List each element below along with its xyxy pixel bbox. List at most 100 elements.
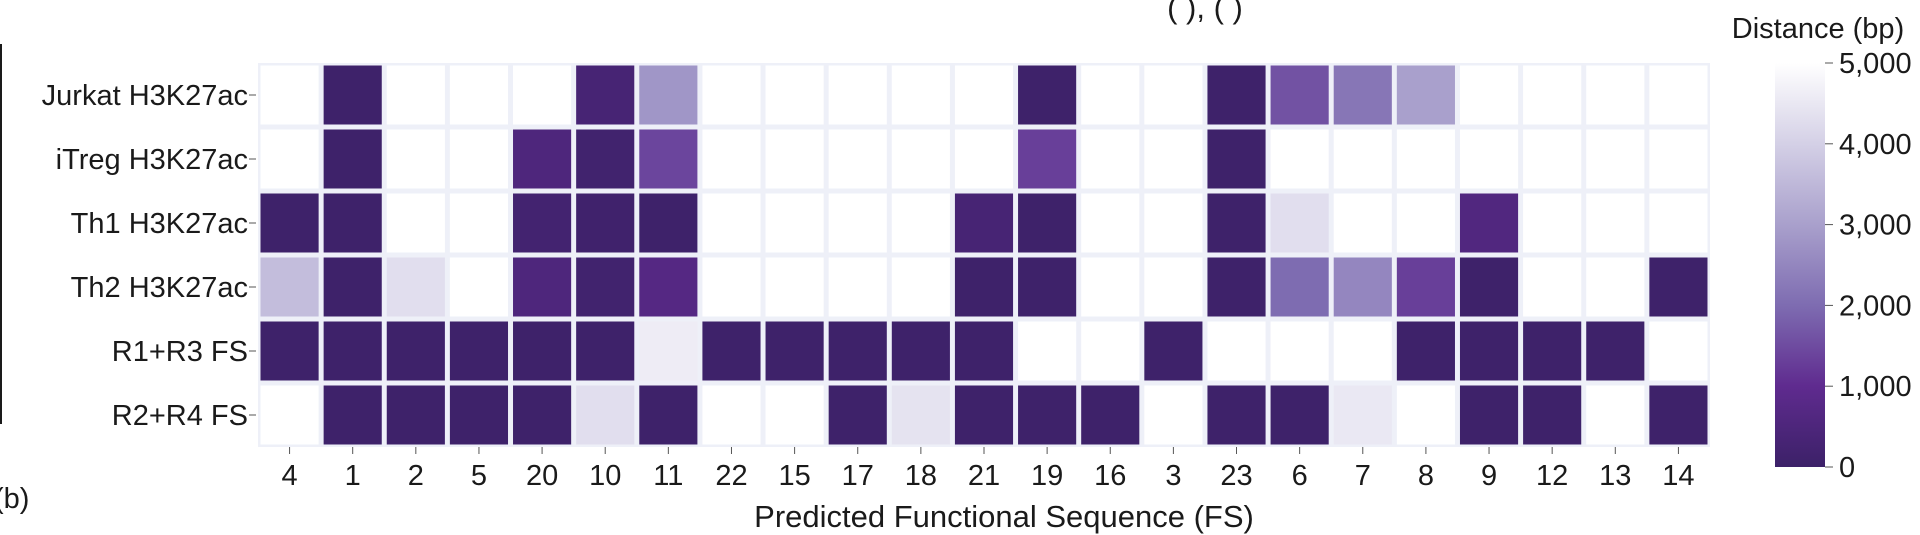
heatmap-cell bbox=[1018, 65, 1077, 125]
heatmap-cell bbox=[323, 65, 382, 125]
heatmap-cell bbox=[1459, 129, 1519, 189]
x-tick-label: 14 bbox=[1662, 460, 1694, 492]
heatmap-cell bbox=[891, 385, 950, 445]
heatmap-cell bbox=[1649, 129, 1708, 189]
x-tick-label: 13 bbox=[1599, 460, 1631, 492]
heatmap-cell bbox=[765, 65, 824, 125]
x-tick-label: 23 bbox=[1220, 460, 1252, 492]
heatmap-cell bbox=[702, 257, 761, 317]
heatmap-cell bbox=[1523, 193, 1582, 253]
heatmap-cell bbox=[1270, 193, 1329, 253]
x-tick-labels: 4 1 2 5 20 10 11 22 15 17 18 21 19 16 3 23 6 7 8 9 12 13 14 bbox=[281, 447, 1695, 492]
colorbar-tick-label: 4,000 bbox=[1839, 129, 1912, 161]
heatmap-cell bbox=[1523, 129, 1582, 189]
heatmap-cell bbox=[386, 65, 445, 125]
heatmap-cell bbox=[576, 257, 635, 317]
colorbar-tick-label: 1,000 bbox=[1839, 371, 1912, 403]
heatmap-cell bbox=[1081, 193, 1140, 253]
heatmap-cell bbox=[386, 385, 445, 445]
heatmap-cell bbox=[1144, 193, 1203, 253]
colorbar-title: Distance (bp) bbox=[1732, 13, 1904, 45]
heatmap-cell bbox=[1333, 385, 1392, 445]
heatmap-cell bbox=[513, 129, 572, 189]
x-tick-label: 15 bbox=[778, 460, 810, 492]
heatmap-cell bbox=[513, 193, 572, 253]
heatmap-cell bbox=[1333, 257, 1392, 317]
heatmap-cell bbox=[1586, 257, 1645, 317]
x-tick-label: 6 bbox=[1292, 460, 1308, 492]
heatmap-cell bbox=[702, 385, 761, 445]
heatmap-cell bbox=[1207, 321, 1266, 381]
heatmap-cell bbox=[1586, 129, 1645, 189]
x-tick-label: 18 bbox=[905, 460, 937, 492]
heatmap-cell bbox=[1459, 65, 1519, 125]
heatmap-cell bbox=[260, 321, 319, 381]
heatmap-cell bbox=[1081, 129, 1140, 189]
heatmap-cell bbox=[1649, 193, 1708, 253]
heatmap-cell bbox=[1333, 129, 1392, 189]
heatmap-cell bbox=[1207, 129, 1266, 189]
heatmap-cell bbox=[386, 129, 445, 189]
heatmap-cell bbox=[1081, 257, 1140, 317]
x-tick-label: 20 bbox=[526, 460, 558, 492]
heatmap-cell bbox=[323, 129, 382, 189]
heatmap-cell bbox=[1396, 321, 1455, 381]
heatmap-cell bbox=[954, 129, 1014, 189]
heatmap-cell bbox=[1333, 321, 1392, 381]
x-tick-label: 10 bbox=[589, 460, 621, 492]
heatmap-cell bbox=[891, 65, 950, 125]
heatmap-cell bbox=[449, 65, 509, 125]
heatmap-cell bbox=[1586, 321, 1645, 381]
heatmap-cell bbox=[1649, 321, 1708, 381]
x-tick-label: 17 bbox=[842, 460, 874, 492]
panel-label-fragment: (b) bbox=[0, 483, 29, 515]
heatmap-cell bbox=[1459, 385, 1519, 445]
x-tick-label: 16 bbox=[1094, 460, 1126, 492]
heatmap-cell bbox=[449, 193, 509, 253]
heatmap-cell bbox=[1270, 385, 1329, 445]
heatmap-cell bbox=[386, 321, 445, 381]
heatmap-cell bbox=[1207, 65, 1266, 125]
heatmap-cell bbox=[513, 65, 572, 125]
heatmap-cell bbox=[260, 385, 319, 445]
heatmap-cell bbox=[1396, 65, 1455, 125]
heatmap-cell bbox=[1207, 193, 1266, 253]
y-tick-label: Th1 H3K27ac bbox=[71, 208, 248, 240]
heatmap-cell bbox=[1207, 257, 1266, 317]
heatmap-cell bbox=[1207, 385, 1266, 445]
heatmap-cell bbox=[1459, 193, 1519, 253]
heatmap-cell bbox=[639, 129, 698, 189]
heatmap-cell bbox=[1081, 385, 1140, 445]
heatmap-cell bbox=[765, 129, 824, 189]
heatmap-cell bbox=[1270, 321, 1329, 381]
heatmap-cell bbox=[1523, 321, 1582, 381]
heatmap-cell bbox=[1018, 257, 1077, 317]
y-tick-label: R2+R4 FS bbox=[112, 400, 248, 432]
heatmap-cell bbox=[639, 257, 698, 317]
heatmap-cell bbox=[1333, 193, 1392, 253]
x-tick-label: 4 bbox=[281, 460, 297, 492]
x-axis-title: Predicted Functional Sequence (FS) bbox=[754, 499, 1254, 534]
heatmap-cell bbox=[1523, 257, 1582, 317]
heatmap-cell bbox=[639, 321, 698, 381]
heatmap-cell bbox=[1144, 321, 1203, 381]
heatmap-cell bbox=[1396, 385, 1455, 445]
heatmap-cell bbox=[576, 321, 635, 381]
x-tick-label: 1 bbox=[345, 460, 361, 492]
heatmap-cell bbox=[576, 129, 635, 189]
y-tick-label: R1+R3 FS bbox=[112, 336, 248, 368]
heatmap-cell bbox=[1649, 385, 1708, 445]
heatmap-cell bbox=[765, 193, 824, 253]
heatmap-cell bbox=[639, 65, 698, 125]
heatmap-cell bbox=[1333, 65, 1392, 125]
x-tick-label: 22 bbox=[715, 460, 747, 492]
x-tick-label: 2 bbox=[408, 460, 424, 492]
heatmap-cell bbox=[323, 385, 382, 445]
heatmap-cell bbox=[260, 193, 319, 253]
heatmap-cell bbox=[449, 129, 509, 189]
heatmap-cell bbox=[449, 321, 509, 381]
heatmap-cell bbox=[1396, 129, 1455, 189]
heatmap-cell bbox=[639, 193, 698, 253]
heatmap-cell bbox=[765, 385, 824, 445]
y-tick-label: Jurkat H3K27ac bbox=[42, 80, 248, 112]
